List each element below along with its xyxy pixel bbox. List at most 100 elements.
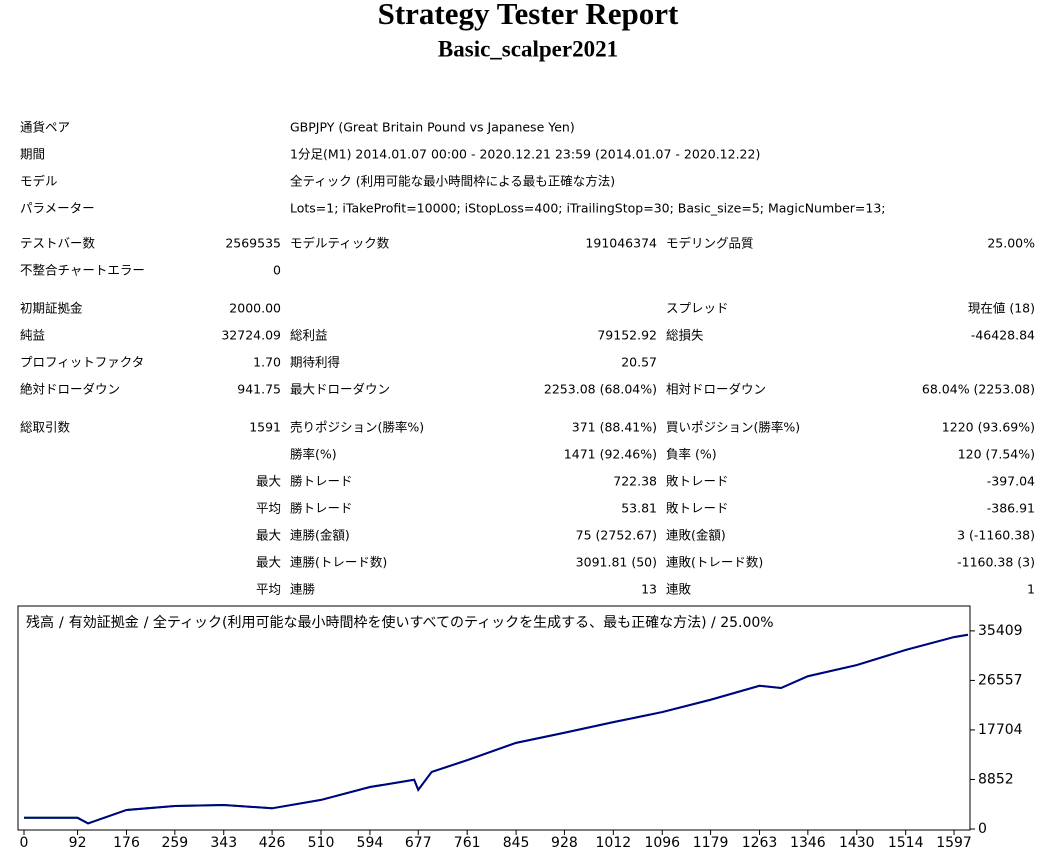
legend-separator: / [59, 615, 64, 631]
y-tick-label: 8852 [978, 771, 1014, 787]
stat-label: モデリング品質 [666, 236, 754, 251]
stat-value: 371 (88.41%) [572, 420, 657, 435]
stat-value: 1591 [249, 420, 281, 435]
x-tick-label: 1597 [936, 835, 972, 851]
setting-value: 全ティック (利用可能な最小時間枠による最も正確な方法) [290, 174, 615, 189]
stat-value: 最大 [256, 555, 281, 570]
x-tick-label: 761 [454, 835, 481, 851]
stat-value: 722.38 [613, 474, 657, 489]
x-tick-label: 510 [308, 835, 335, 851]
stat-value: 13 [641, 582, 657, 597]
x-tick-label: 1012 [596, 835, 632, 851]
stat-label: 連敗(金額) [666, 528, 726, 543]
setting-label: 期間 [20, 147, 45, 162]
stat-value: 0 [273, 263, 281, 278]
stat-value: -397.04 [987, 474, 1035, 489]
stat-label: スプレッド [666, 301, 729, 316]
stat-value: 191046374 [585, 236, 657, 251]
x-tick-label: 1430 [839, 835, 875, 851]
setting-label: モデル [20, 174, 58, 189]
stat-value: 最大 [256, 474, 281, 489]
x-tick-label: 176 [113, 835, 140, 851]
stat-label: 相対ドローダウン [666, 382, 766, 397]
stat-value: 1471 (92.46%) [564, 447, 657, 462]
stat-label: 最大ドローダウン [290, 382, 390, 397]
stat-label: 総取引数 [20, 420, 71, 435]
x-tick-label: 1346 [790, 835, 826, 851]
stat-label: 連勝(金額) [290, 528, 350, 543]
stat-label: 勝率(%) [290, 447, 337, 462]
stat-value: 1220 (93.69%) [942, 420, 1035, 435]
stat-label: 敗トレード [666, 474, 729, 489]
stat-value: 79152.92 [597, 328, 657, 343]
stat-value: -1160.38 (3) [957, 555, 1035, 570]
stat-value: 1.70 [253, 355, 281, 370]
stat-label: 勝トレード [290, 474, 353, 489]
line-series [24, 633, 969, 825]
stat-label: 期待利得 [290, 355, 340, 370]
x-tick-label: 845 [503, 835, 530, 851]
stat-value: 32724.09 [221, 328, 281, 343]
x-tick-label: 0 [20, 835, 29, 851]
stat-label: 総利益 [290, 328, 328, 343]
stat-label: 連勝 [290, 582, 316, 597]
stat-value: 2000.00 [229, 301, 281, 316]
stat-label: 連敗(トレード数) [666, 555, 763, 570]
stat-value: 2253.08 (68.04%) [544, 382, 657, 397]
x-tick-label: 1096 [644, 835, 680, 851]
stat-label: 総損失 [666, 328, 704, 343]
x-tick-label: 1263 [742, 835, 778, 851]
stat-label: モデルティック数 [290, 236, 390, 251]
x-tick-label: 1179 [693, 835, 729, 851]
x-tick-label: 1514 [888, 835, 924, 851]
setting-label: 通貨ペア [20, 120, 70, 135]
stat-label: 買いポジション(勝率%) [666, 420, 800, 435]
stat-value: 75 (2752.67) [576, 528, 657, 543]
setting-label: パラメーター [20, 201, 95, 216]
setting-value: Lots=1; iTakeProfit=10000; iStopLoss=400… [290, 201, 886, 216]
stat-label: テストバー数 [20, 236, 96, 251]
chart-frame [17, 605, 971, 831]
x-tick-label: 928 [551, 835, 578, 851]
report-title: Strategy Tester Report [378, 0, 679, 31]
stat-label: 連敗 [666, 582, 692, 597]
setting-value: GBPJPY (Great Britain Pound vs Japanese … [290, 120, 575, 135]
x-tick-label: 343 [210, 835, 237, 851]
stat-value: 1 [1027, 582, 1035, 597]
x-tick-label: 677 [405, 835, 432, 851]
stat-label: 不整合チャートエラー [20, 263, 145, 278]
stat-label: 純益 [20, 328, 45, 343]
stat-value: 120 (7.54%) [958, 447, 1035, 462]
stat-label: プロフィットファクタ [20, 355, 144, 370]
stat-value: 平均 [256, 501, 281, 516]
stat-label: 勝トレード [290, 501, 353, 516]
stat-value: 最大 [256, 528, 281, 543]
stat-value: 3091.81 (50) [576, 555, 657, 570]
stat-label: 絶対ドローダウン [20, 382, 120, 397]
x-tick-label: 426 [259, 835, 286, 851]
stat-label: 売りポジション(勝率%) [290, 420, 424, 435]
stat-value: 2569535 [225, 236, 281, 251]
y-tick-label: 35409 [978, 623, 1023, 639]
x-tick-label: 259 [161, 835, 188, 851]
stat-label: 連勝(トレード数) [290, 555, 387, 570]
stat-label: 負率 (%) [666, 447, 717, 462]
x-tick-label: 92 [69, 835, 87, 851]
legend-note: / 全ティック(利用可能な最小時間枠を使いすべてのティックを生成する、最も正確な… [144, 614, 774, 631]
stat-value: -386.91 [987, 501, 1035, 516]
stat-value: 68.04% (2253.08) [922, 382, 1035, 397]
stat-value: -46428.84 [971, 328, 1035, 343]
setting-value: 1分足(M1) 2014.01.07 00:00 - 2020.12.21 23… [290, 147, 760, 162]
stat-value: 20.57 [621, 355, 657, 370]
stat-value: 941.75 [237, 382, 281, 397]
legend-item: 残高 [26, 614, 54, 631]
y-tick-label: 26557 [978, 672, 1023, 688]
stat-label: 初期証拠金 [20, 301, 83, 316]
report-subtitle: Basic_scalper2021 [438, 36, 618, 61]
stat-value: 現在値 (18) [968, 301, 1035, 316]
legend-item: 有効証拠金 [69, 615, 139, 631]
y-tick-label: 0 [978, 821, 987, 837]
stat-label: 敗トレード [666, 501, 729, 516]
stat-value: 平均 [256, 582, 281, 597]
